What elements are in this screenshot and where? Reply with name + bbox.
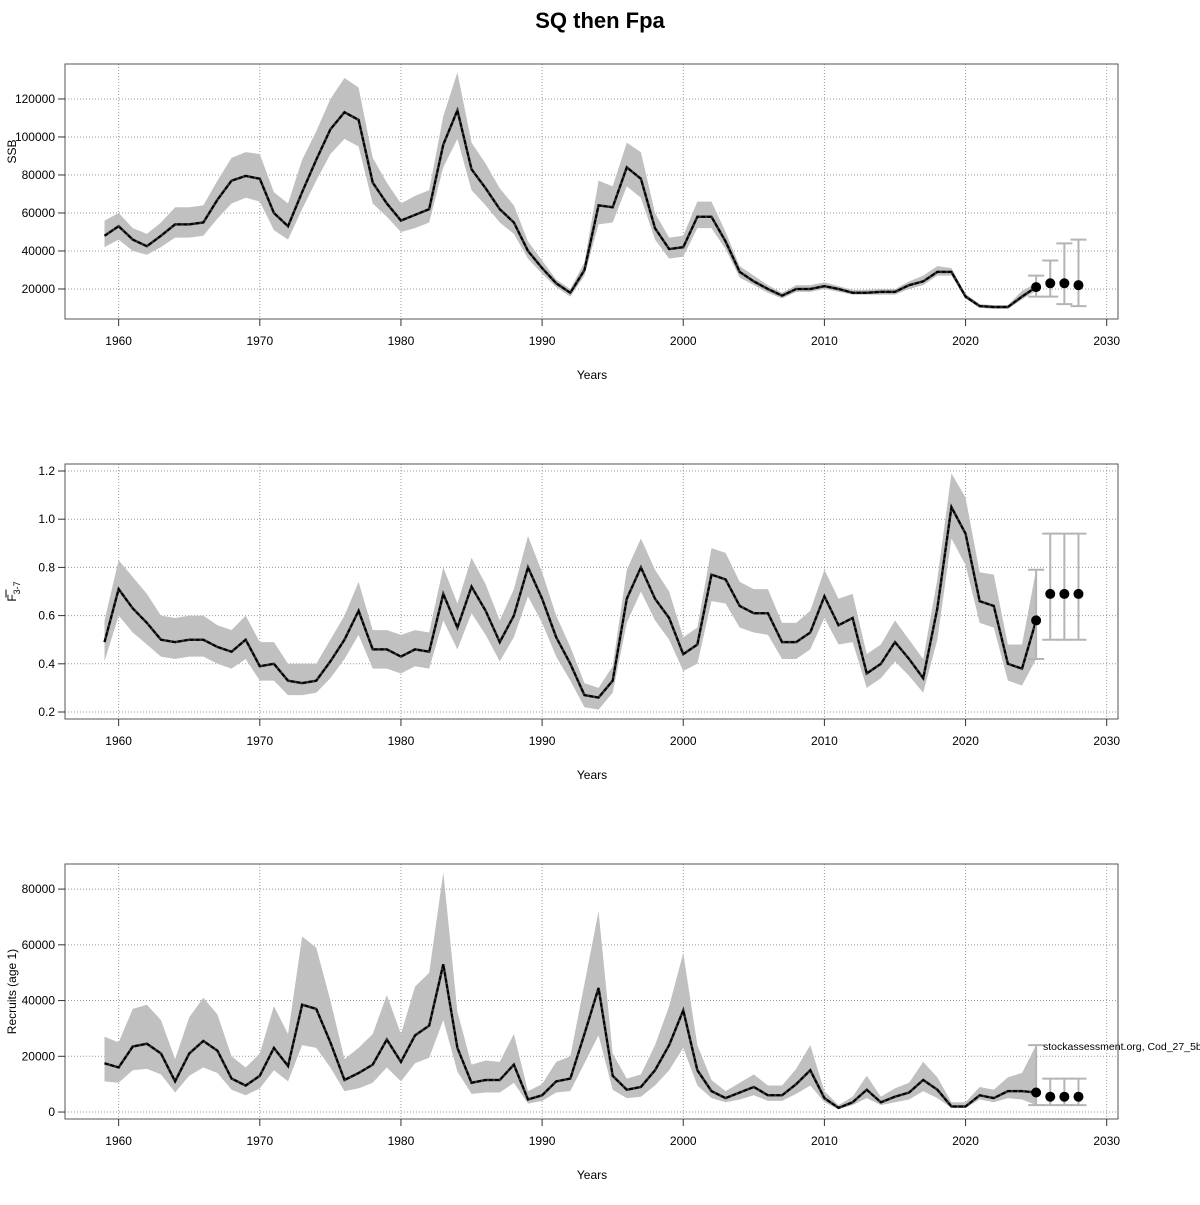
confidence-band [104,473,1037,710]
y-tick-label: 20000 [22,282,56,296]
x-tick-label: 2020 [952,734,979,748]
y-tick-label: 0.6 [38,609,55,623]
x-tick-label: 1970 [246,334,273,348]
x-tick-label: 2010 [811,1134,838,1148]
projection-point [1059,1091,1070,1102]
projection-point [1045,278,1056,289]
x-axis-label: Years [577,368,607,382]
x-tick-label: 2020 [952,334,979,348]
plot-frame [64,463,1119,720]
x-tick-label: 2030 [1093,1134,1120,1148]
y-tick-label: 0.8 [38,560,55,574]
plot-frame [64,63,1119,320]
y-tick-label: 80000 [22,882,56,896]
x-tick-label: 2010 [811,334,838,348]
x-tick-label: 2000 [670,734,697,748]
y-tick-label: 0.2 [38,705,55,719]
projection-point [1059,588,1070,599]
panel-3: 1960 1970 1980 1990 2000 2010 2020 2030 Years 0 20… [5,863,1120,1182]
y-tick-label: 100000 [15,130,55,144]
x-tick-label: 1980 [388,1134,415,1148]
x-tick-label: 1970 [246,734,273,748]
x-tick-label: 1960 [105,334,132,348]
y-axis-label: Recruits (age 1) [5,949,19,1034]
y-tick-label: 60000 [22,938,56,952]
y-tick-label: 40000 [22,994,56,1008]
x-tick-label: 2020 [952,1134,979,1148]
y-tick-label: 120000 [15,92,55,106]
confidence-band [104,872,1037,1110]
x-tick-label: 1960 [105,734,132,748]
estimate-line-dash [103,107,1037,309]
watermark-text: stockassessment.org, Cod_27_5b [1043,1041,1200,1053]
y-tick-label: 0.4 [38,657,55,671]
x-tick-label: 1980 [388,734,415,748]
estimate-line [103,106,1037,309]
y-tick-label: 60000 [22,206,56,220]
y-tick-label: 80000 [22,168,56,182]
x-tick-label: 1990 [529,1134,556,1148]
y-tick-label: 1.0 [38,512,55,526]
projection-point [1073,588,1084,599]
panel-2: 1960 1970 1980 1990 2000 2010 2020 2030 Years 0.2… [5,463,1120,782]
y-axis-label: F3-7 [5,581,22,601]
y-axis-label-subscript: 3-7 [12,581,22,594]
projection-point [1045,1091,1056,1102]
x-axis-label: Years [577,768,607,782]
y-tick-label: 40000 [22,244,56,258]
x-tick-label: 1960 [105,1134,132,1148]
x-tick-label: 1990 [529,334,556,348]
y-tick-label: 20000 [22,1049,56,1063]
projection-point [1073,1091,1084,1102]
x-tick-label: 1990 [529,734,556,748]
projection-point [1031,615,1042,626]
panel-1: 1960 1970 1980 1990 2000 2010 2020 2030 Years 200… [5,63,1120,382]
x-tick-label: 2000 [670,334,697,348]
x-tick-label: 2000 [670,1134,697,1148]
plot-frame [64,863,1119,1120]
projection-point [1045,588,1056,599]
y-tick-label: 0 [48,1105,55,1119]
figure-title: SQ then Fpa [535,8,665,33]
projection-point [1059,278,1070,289]
x-tick-label: 2030 [1093,334,1120,348]
x-axis-label: Years [577,1168,607,1182]
confidence-band [104,72,1037,309]
y-tick-label: 1.2 [38,464,55,478]
projection-point [1031,1087,1042,1098]
estimate-line-dash [104,964,1037,1109]
x-tick-label: 1980 [388,334,415,348]
x-tick-label: 2030 [1093,734,1120,748]
x-tick-label: 2010 [811,734,838,748]
estimate-line-dash [103,503,1038,699]
x-tick-label: 1970 [246,1134,273,1148]
projection-point [1031,282,1042,293]
y-axis-label: SSB [5,139,19,163]
projection-point [1073,280,1084,291]
